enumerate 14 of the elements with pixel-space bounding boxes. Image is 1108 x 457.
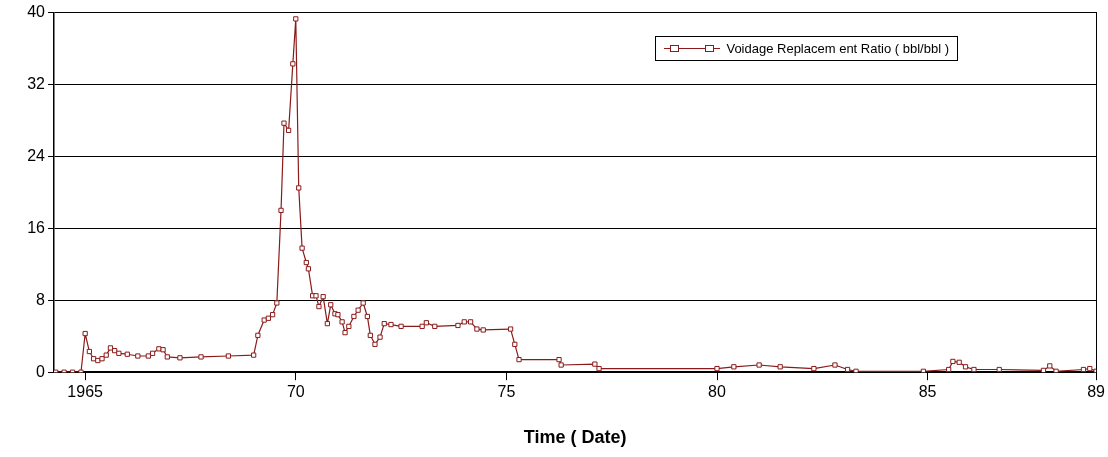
legend-label: Voidage Replacem ent Ratio ( bbl/bbl ) — [726, 41, 949, 56]
x-tick-label: 80 — [708, 383, 726, 401]
y-tick-label: 32 — [27, 74, 46, 92]
y-tick-label: 8 — [36, 290, 46, 308]
x-tick-label: 89 — [1087, 383, 1106, 401]
y-tick-label: 40 — [27, 3, 46, 21]
x-tick-label: 70 — [286, 383, 305, 401]
x-tick-label: 75 — [497, 383, 516, 401]
y-tick-label: 16 — [27, 218, 46, 236]
x-tick-label: 85 — [918, 383, 937, 401]
y-tick-label: 24 — [27, 146, 46, 164]
y-tick-label: 0 — [36, 362, 46, 380]
x-axis-title: Time ( Date) — [523, 427, 627, 448]
x-tick-label: 1965 — [67, 383, 104, 401]
